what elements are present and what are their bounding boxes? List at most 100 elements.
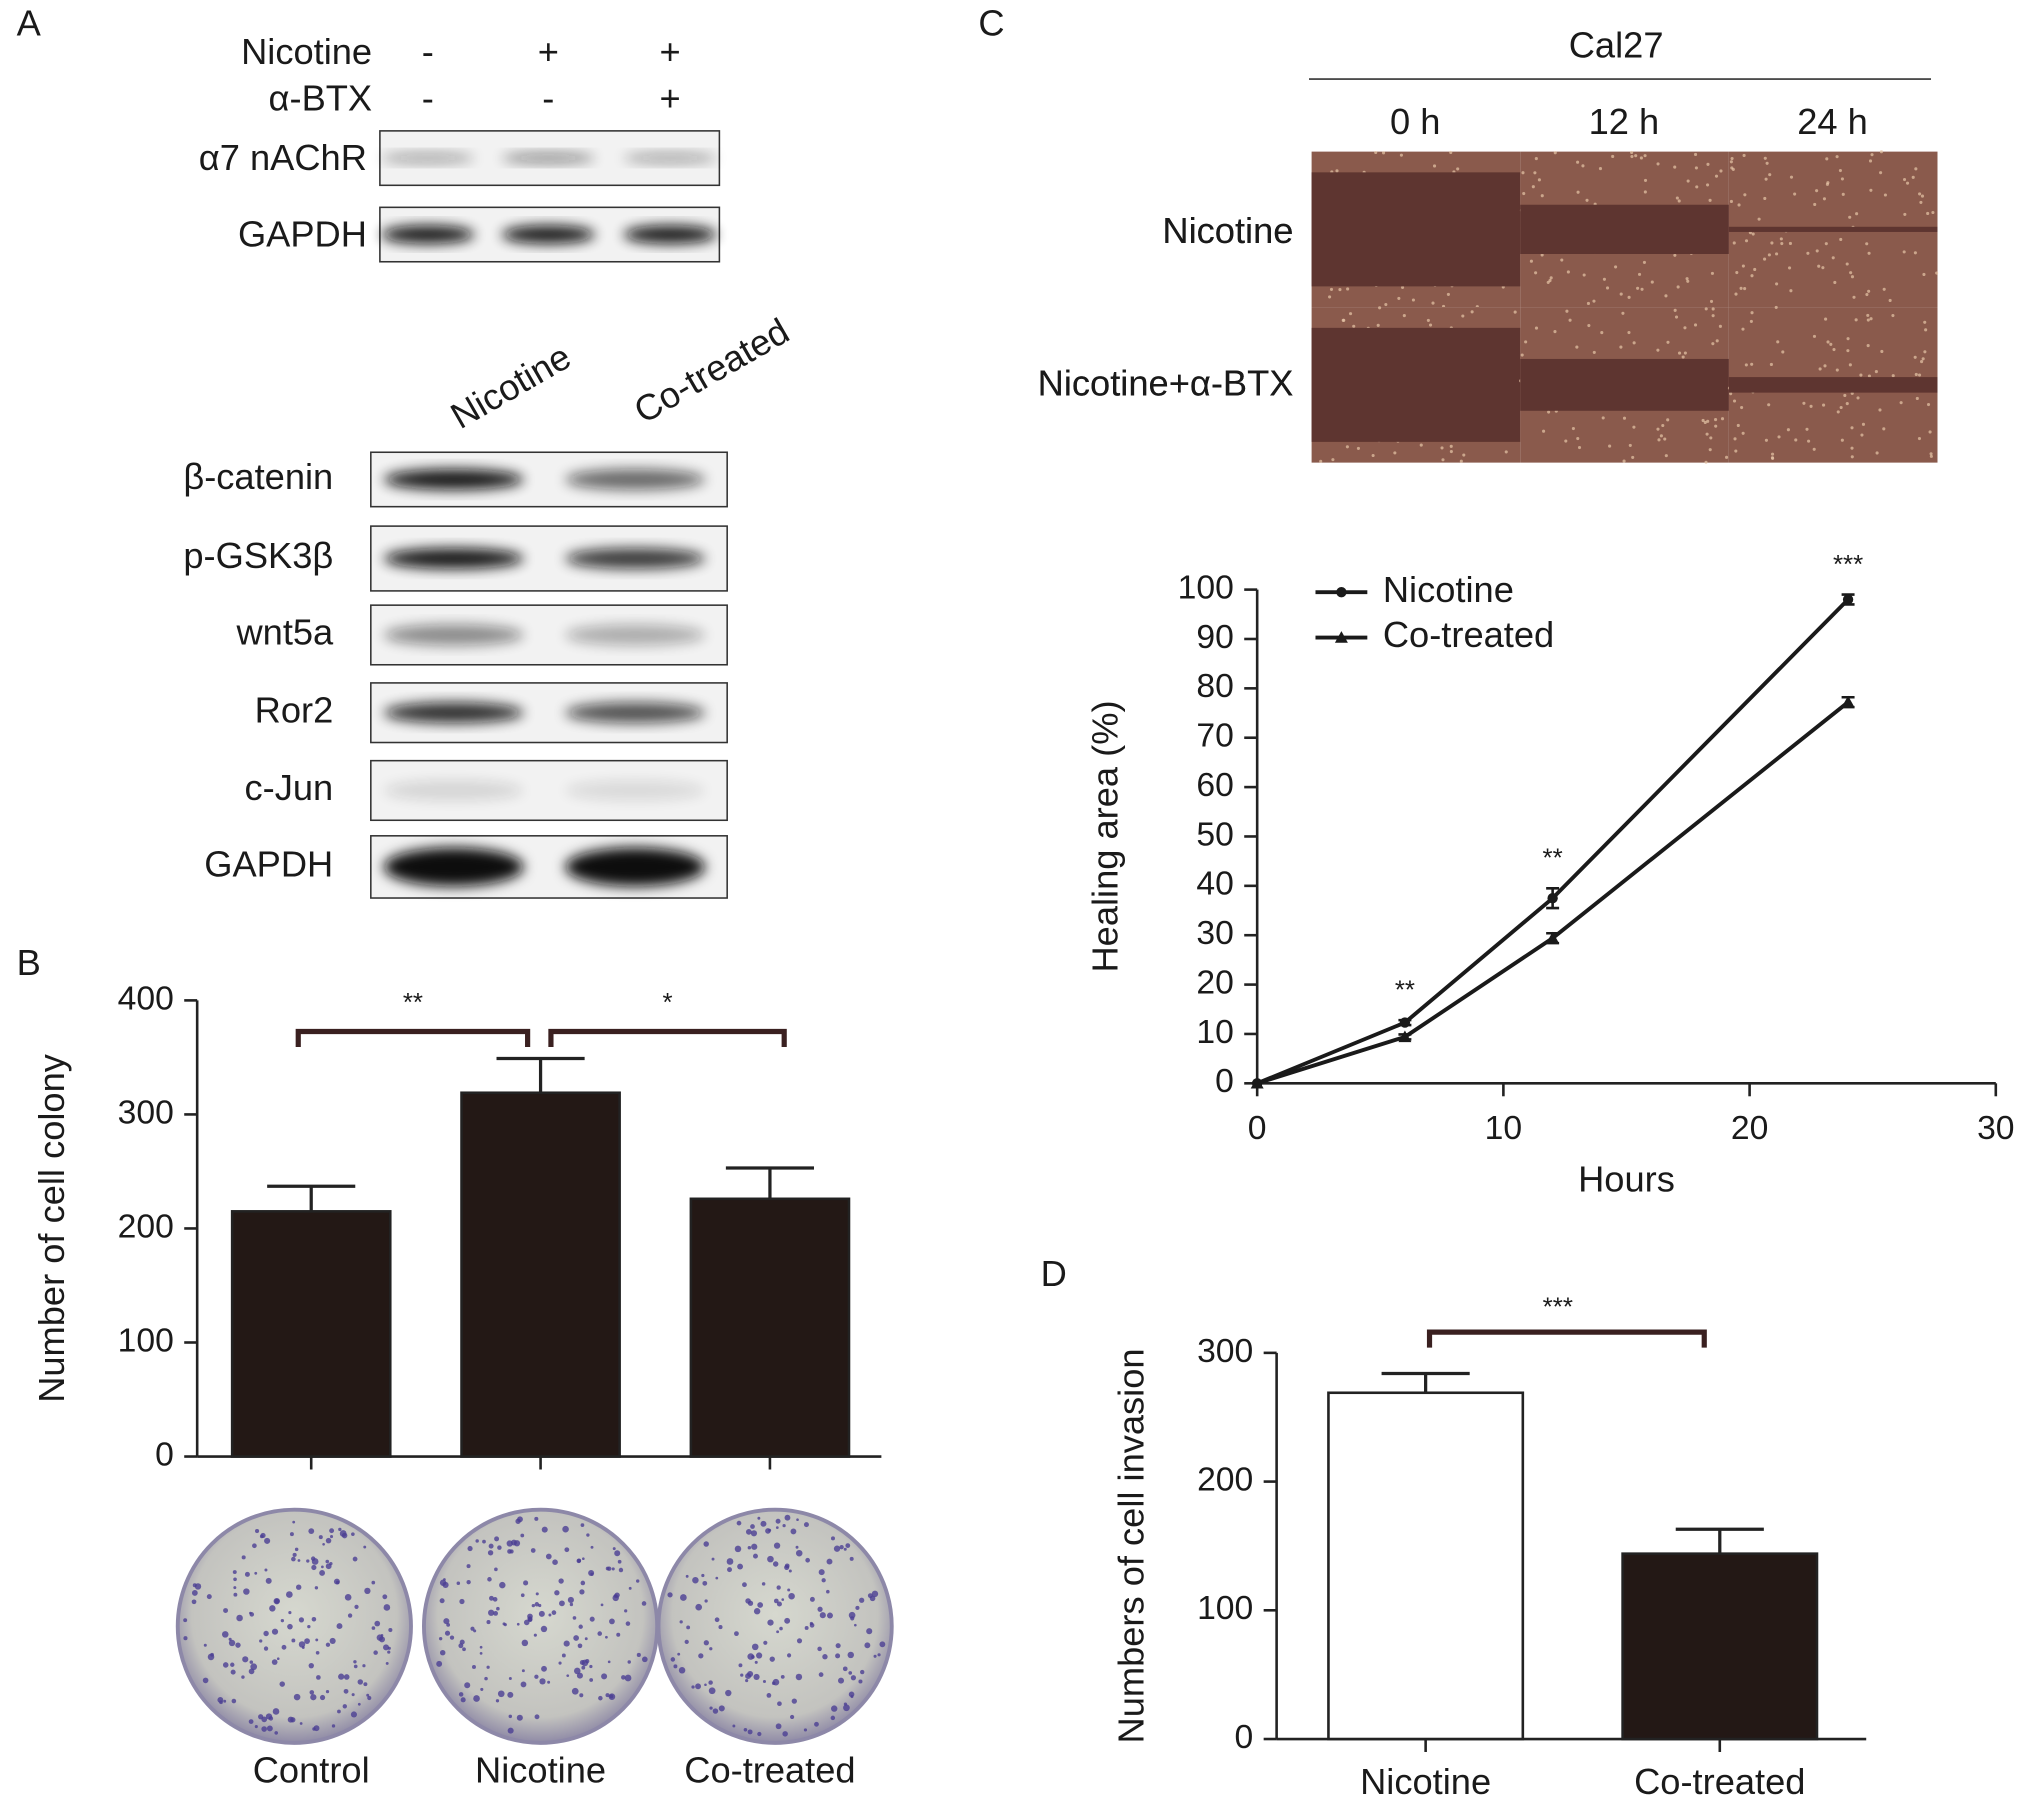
- colony: [822, 1654, 828, 1660]
- colony: [443, 1618, 450, 1625]
- label: 100: [118, 1322, 174, 1359]
- label: 0: [155, 1436, 174, 1473]
- cell: [1376, 323, 1380, 327]
- cell: [1642, 260, 1646, 264]
- cell: [1694, 152, 1698, 157]
- cell: [1841, 192, 1845, 196]
- point: [1842, 594, 1854, 605]
- colony: [866, 1628, 873, 1635]
- cell: [1614, 265, 1618, 269]
- colony: [795, 1673, 803, 1681]
- colony: [353, 1660, 357, 1664]
- colony: [695, 1603, 703, 1611]
- colony: [597, 1631, 603, 1636]
- colony: [316, 1675, 321, 1680]
- cell: [1839, 405, 1843, 410]
- colony: [344, 1593, 352, 1601]
- cell: [1371, 453, 1375, 458]
- colony: [767, 1555, 774, 1563]
- colony: [534, 1516, 539, 1521]
- colony: [517, 1516, 523, 1523]
- cell: [1878, 408, 1882, 412]
- blot-band: [383, 469, 524, 490]
- colony: [805, 1557, 810, 1563]
- label: β-catenin: [183, 456, 333, 497]
- cell: [1928, 430, 1932, 434]
- dish: [656, 1507, 894, 1745]
- colony: [838, 1677, 845, 1684]
- cell: [1577, 445, 1582, 450]
- cell: [1736, 423, 1740, 428]
- colony: [235, 1642, 241, 1648]
- colony: [494, 1567, 498, 1572]
- colony: [766, 1693, 772, 1698]
- cell: [1710, 271, 1714, 275]
- colony: [315, 1638, 319, 1642]
- cell: [1576, 436, 1580, 441]
- scratch-gap: [1728, 226, 1938, 232]
- cell: [1643, 190, 1647, 194]
- cell: [1449, 444, 1453, 448]
- colony: [244, 1571, 250, 1577]
- colony: [254, 1725, 258, 1729]
- colony: [850, 1695, 854, 1699]
- colony: [459, 1598, 465, 1605]
- colony: [443, 1578, 446, 1581]
- colony: [266, 1725, 273, 1732]
- colony: [250, 1663, 258, 1671]
- colony: [325, 1642, 331, 1647]
- cell: [1576, 160, 1580, 164]
- colony: [523, 1619, 530, 1626]
- colony: [299, 1722, 303, 1725]
- cell: [1868, 159, 1873, 163]
- colony: [306, 1559, 310, 1563]
- colony: [307, 1625, 311, 1629]
- cell: [1880, 349, 1884, 354]
- colony: [600, 1603, 604, 1607]
- colony: [335, 1580, 340, 1585]
- colony: [298, 1617, 305, 1623]
- colony: [589, 1616, 595, 1622]
- cell: [1891, 374, 1895, 378]
- colony: [855, 1605, 860, 1610]
- colony: [479, 1652, 483, 1655]
- colony: [530, 1548, 536, 1553]
- cell: [1850, 455, 1854, 459]
- colony: [499, 1581, 506, 1589]
- cell: [1709, 436, 1713, 440]
- cell: [1725, 455, 1729, 459]
- blot-band: [565, 780, 706, 801]
- cell: [1335, 169, 1339, 173]
- colony: [339, 1530, 347, 1537]
- colony: [609, 1618, 615, 1625]
- colony: [539, 1678, 546, 1685]
- colony: [265, 1577, 272, 1584]
- colony: [329, 1561, 333, 1566]
- colony: [678, 1667, 686, 1674]
- cell: [1711, 314, 1715, 318]
- blot-band: [381, 225, 475, 244]
- cell: [1821, 266, 1825, 270]
- colony: [353, 1664, 358, 1669]
- colony: [702, 1580, 708, 1586]
- colony: [552, 1559, 558, 1566]
- cell: [1869, 317, 1873, 321]
- label: 10: [1485, 1110, 1522, 1147]
- point: [1336, 587, 1347, 598]
- colony: [573, 1635, 579, 1641]
- cell: [1513, 310, 1517, 314]
- blot-band: [565, 847, 706, 887]
- cell: [1661, 423, 1665, 428]
- cell: [1867, 251, 1871, 255]
- colony: [641, 1601, 647, 1606]
- cell: [1753, 267, 1757, 272]
- cell: [1714, 418, 1718, 422]
- significance-bracket: [295, 1028, 531, 1048]
- colony: [761, 1582, 766, 1586]
- cell: [1548, 279, 1552, 283]
- colony: [541, 1665, 547, 1672]
- colony: [459, 1639, 465, 1645]
- cell: [1826, 181, 1830, 185]
- colony: [711, 1557, 715, 1561]
- colony: [843, 1704, 850, 1712]
